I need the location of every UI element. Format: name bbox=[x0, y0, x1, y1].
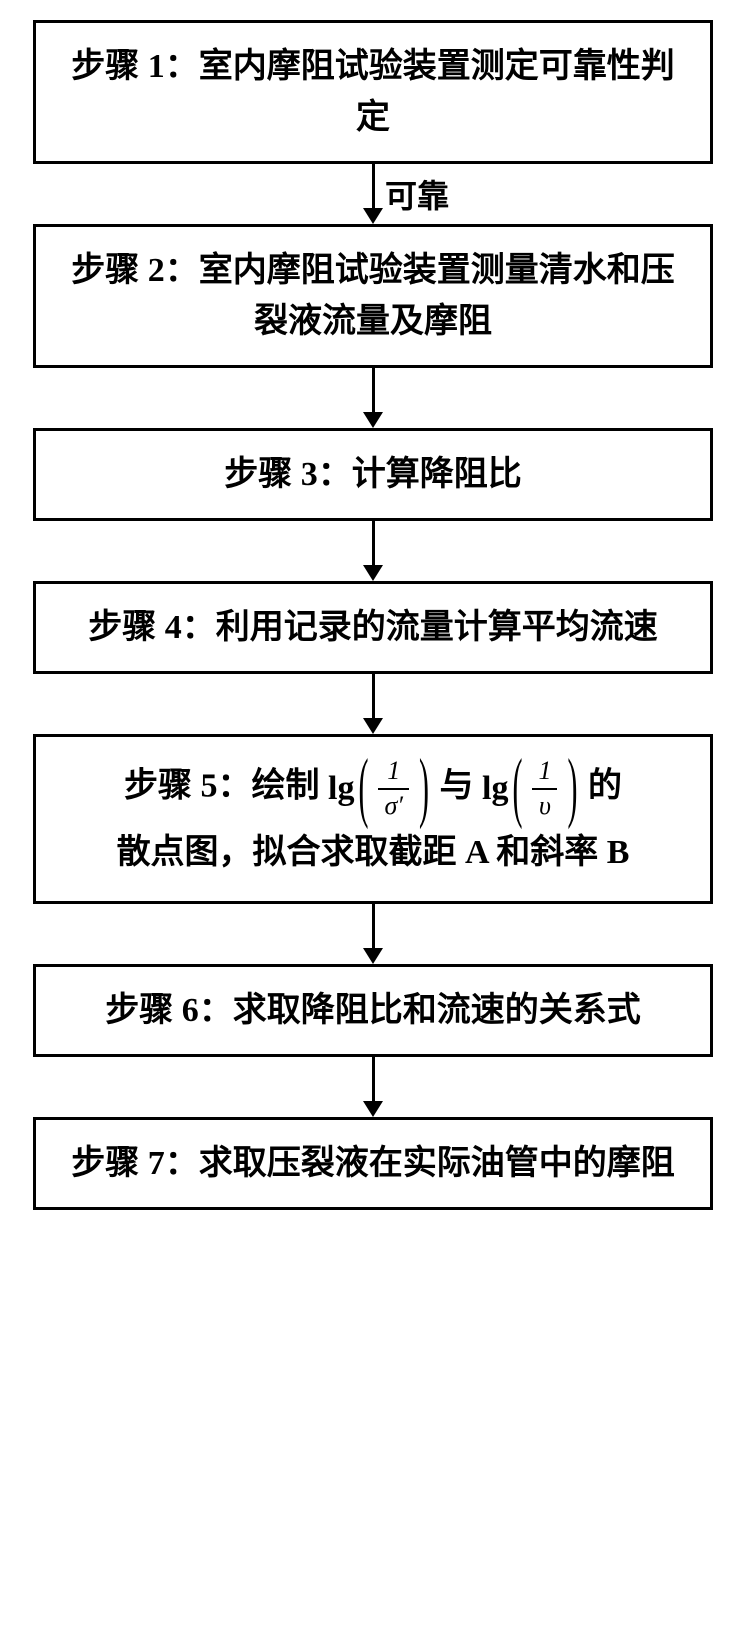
arrow-6-7 bbox=[363, 1057, 383, 1117]
arrow-head-icon bbox=[363, 412, 383, 428]
arrow-head-icon bbox=[363, 1101, 383, 1117]
lg-label: lg bbox=[328, 758, 354, 819]
frac2-den: υ bbox=[533, 790, 557, 823]
arrow-4-5 bbox=[363, 674, 383, 734]
arrow-3-4 bbox=[363, 521, 383, 581]
arrow-1-2-label: 可靠 bbox=[385, 171, 449, 217]
step1-node: 步骤 1：室内摩阻试验装置测定可靠性判定 bbox=[33, 20, 713, 164]
left-paren-icon: ( bbox=[356, 750, 370, 828]
lg-label: lg bbox=[482, 758, 508, 819]
step5-formula2: lg ( 1 υ ) bbox=[482, 755, 579, 822]
right-paren-icon: ) bbox=[565, 750, 579, 828]
arrow-head-icon bbox=[363, 565, 383, 581]
arrow-head-icon bbox=[363, 718, 383, 734]
fraction-1: 1 σ′ bbox=[372, 755, 415, 822]
step1-text: 步骤 1：室内摩阻试验装置测定可靠性判定 bbox=[71, 48, 675, 136]
arrow-line bbox=[372, 368, 375, 412]
step5-node: 步骤 5：绘制 lg ( 1 σ′ ) 与 lg ( 1 υ ) 的 散点图，拟… bbox=[33, 734, 713, 904]
frac1-num: 1 bbox=[381, 755, 406, 788]
arrow-line bbox=[372, 521, 375, 565]
arrow-5-6 bbox=[363, 904, 383, 964]
step4-node: 步骤 4：利用记录的流量计算平均流速 bbox=[33, 581, 713, 674]
step7-node: 步骤 7：求取压裂液在实际油管中的摩阻 bbox=[33, 1117, 713, 1210]
arrow-line bbox=[372, 674, 375, 718]
step2-node: 步骤 2：室内摩阻试验装置测量清水和压裂液流量及摩阻 bbox=[33, 224, 713, 368]
step5-line2: 散点图，拟合求取截距 A 和斜率 B bbox=[117, 834, 630, 871]
arrow-head-icon bbox=[363, 208, 383, 224]
arrow-1-2: 可靠 bbox=[363, 164, 383, 224]
step3-node: 步骤 3：计算降阻比 bbox=[33, 428, 713, 521]
step2-text: 步骤 2：室内摩阻试验装置测量清水和压裂液流量及摩阻 bbox=[71, 252, 675, 340]
arrow-line bbox=[372, 1057, 375, 1101]
step3-text: 步骤 3：计算降阻比 bbox=[224, 456, 522, 493]
frac1-den: σ′ bbox=[378, 790, 409, 823]
flowchart-container: 步骤 1：室内摩阻试验装置测定可靠性判定 可靠 步骤 2：室内摩阻试验装置测量清… bbox=[30, 20, 716, 1210]
left-paren-icon: ( bbox=[510, 750, 524, 828]
step5-prefix: 步骤 5：绘制 bbox=[124, 767, 320, 804]
right-paren-icon: ) bbox=[417, 750, 431, 828]
arrow-line bbox=[372, 904, 375, 948]
step6-node: 步骤 6：求取降阻比和流速的关系式 bbox=[33, 964, 713, 1057]
step7-text: 步骤 7：求取压裂液在实际油管中的摩阻 bbox=[71, 1145, 675, 1182]
arrow-line bbox=[372, 164, 375, 208]
step4-text: 步骤 4：利用记录的流量计算平均流速 bbox=[88, 609, 658, 646]
step5-suffix1: 的 bbox=[588, 767, 622, 804]
step6-text: 步骤 6：求取降阻比和流速的关系式 bbox=[105, 992, 641, 1029]
frac2-num: 1 bbox=[532, 755, 557, 788]
step5-middle: 与 bbox=[440, 767, 474, 804]
step5-formula1: lg ( 1 σ′ ) bbox=[328, 755, 431, 822]
fraction-2: 1 υ bbox=[526, 755, 563, 822]
arrow-2-3 bbox=[363, 368, 383, 428]
arrow-head-icon bbox=[363, 948, 383, 964]
